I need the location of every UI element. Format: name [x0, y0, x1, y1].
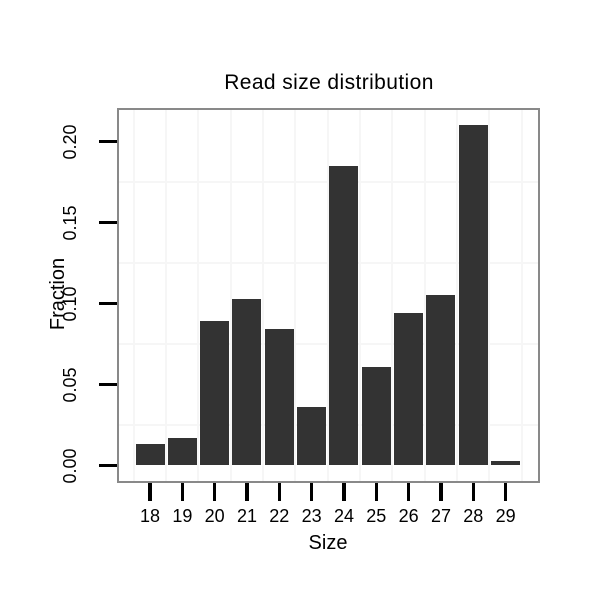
- y-tick-label: 0.20: [59, 123, 80, 160]
- y-axis-tick: [99, 382, 117, 387]
- x-tick-label: 22: [269, 506, 290, 526]
- x-axis-tick: [277, 483, 282, 501]
- bar-18: [135, 444, 165, 466]
- gridline-vertical: [326, 110, 329, 481]
- x-axis-tick: [374, 483, 379, 501]
- gridline-vertical: [132, 110, 135, 481]
- x-tick-label: 25: [366, 506, 387, 526]
- bar-19: [167, 437, 197, 466]
- x-tick-label: 24: [333, 506, 354, 526]
- x-tick-label: 20: [204, 506, 225, 526]
- y-axis-tick: [99, 463, 117, 468]
- x-axis-tick: [342, 483, 346, 501]
- x-axis-tick: [471, 483, 476, 501]
- y-axis-tick: [99, 220, 117, 225]
- gridline-vertical: [294, 110, 297, 481]
- bar-21: [232, 298, 262, 466]
- x-axis-tick: [406, 483, 411, 501]
- x-axis-title: Size: [308, 532, 348, 554]
- x-tick-label: 18: [139, 506, 161, 526]
- gridline-vertical: [391, 110, 394, 481]
- bar-22: [264, 329, 294, 466]
- gridline-vertical: [456, 110, 459, 481]
- bar-28: [458, 125, 488, 466]
- x-tick-label: 23: [301, 506, 322, 526]
- x-axis-tick: [180, 483, 185, 501]
- bar-20: [200, 321, 230, 466]
- bar-23: [297, 407, 327, 466]
- bar-26: [394, 313, 424, 466]
- x-tick-label: 19: [172, 506, 193, 526]
- y-axis-tick: [99, 301, 117, 306]
- x-axis-tick: [148, 483, 152, 501]
- x-tick-label: 29: [495, 506, 516, 526]
- bar-29: [491, 460, 521, 466]
- gridline-vertical: [423, 110, 426, 481]
- x-tick-label: 21: [236, 506, 257, 526]
- x-tick-label: 26: [398, 506, 419, 526]
- y-tick-label: 0.00: [59, 447, 80, 484]
- x-axis-tick: [245, 483, 249, 501]
- chart-title: Read size distribution: [224, 71, 434, 94]
- gridline-vertical: [197, 110, 200, 481]
- y-axis-tick: [99, 139, 117, 144]
- gridline-vertical: [165, 110, 168, 481]
- bar-24: [329, 165, 359, 466]
- bar-27: [426, 295, 456, 466]
- x-axis-tick: [212, 483, 217, 501]
- x-axis-tick: [309, 483, 314, 501]
- gridline-vertical: [520, 110, 523, 481]
- x-tick-label: 27: [430, 506, 451, 526]
- x-axis-tick: [439, 483, 443, 501]
- x-tick-label: 28: [463, 506, 484, 526]
- gridline-vertical: [359, 110, 362, 481]
- x-axis-tick: [503, 483, 508, 501]
- gridline-vertical: [488, 110, 491, 481]
- bar-25: [361, 366, 391, 466]
- y-axis-title: Fraction: [46, 257, 69, 331]
- gridline-vertical: [229, 110, 232, 481]
- gridline-vertical: [262, 110, 265, 481]
